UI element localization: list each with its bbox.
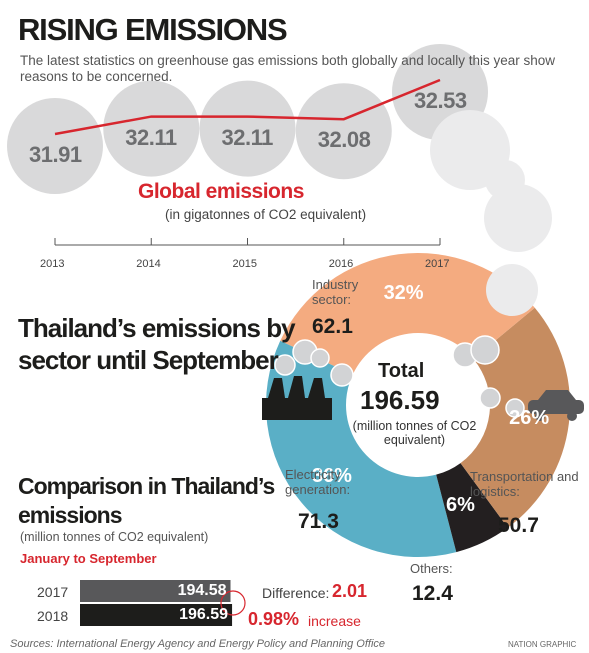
category-label: 2018 (37, 608, 68, 624)
center-total: 196.59 (360, 386, 440, 416)
period: January to September (20, 552, 157, 567)
x-tick-label: 2013 (40, 258, 64, 271)
amount-label: 12.4 (412, 582, 453, 606)
value-label: 32.11 (222, 125, 273, 150)
value-label: 32.08 (318, 127, 371, 152)
amount-label: 62.1 (312, 315, 353, 339)
chart-title: Thailand’s emissions by sector until Sep… (18, 312, 308, 376)
title: RISING EMISSIONS (18, 12, 286, 48)
chart-title: Comparison in Thailand’s emissions (18, 472, 278, 530)
chart-title: Global emissions (138, 180, 304, 204)
category-label: Industry sector: (312, 278, 382, 308)
infographic: RISING EMISSIONS The latest statistics on… (0, 0, 589, 653)
change-text: increase (308, 613, 361, 629)
credit: NATION GRAPHIC (508, 640, 576, 649)
category-label: Transportation and logistics: (470, 470, 589, 500)
value-label: 32.53 (414, 88, 467, 113)
value-label: 31.91 (29, 142, 82, 167)
category-label: Others: (410, 562, 480, 577)
cloud (486, 264, 538, 316)
chart-subtitle: (in gigatonnes of CO2 equivalent) (165, 207, 366, 223)
subtitle: The latest statistics on greenhouse gas … (20, 53, 580, 85)
value-label: 196.59 (172, 606, 228, 624)
x-tick-label: 2015 (233, 258, 257, 271)
amount-label: 50.7 (498, 514, 539, 538)
difference-label: Difference: (262, 585, 329, 601)
chart-subtitle: (million tonnes of CO2 equivalent) (20, 530, 208, 544)
x-tick-label: 2016 (329, 258, 353, 271)
center-unit: (million tonnes of CO2 equivalent) (352, 419, 477, 448)
slice-label: 26% (509, 407, 549, 430)
value-label: 32.11 (125, 125, 176, 150)
difference-value: 2.01 (332, 581, 367, 602)
x-tick-label: 2017 (425, 258, 449, 271)
sources: Sources: International Energy Agency and… (10, 638, 385, 651)
cloud (484, 184, 552, 252)
slice-label: 32% (384, 282, 424, 305)
change-value: 0.98% (248, 609, 299, 630)
center-title: Total (378, 360, 424, 383)
amount-label: 71.3 (298, 510, 339, 534)
cloud (430, 110, 510, 190)
x-tick-label: 2014 (136, 258, 160, 271)
category-label: 2017 (37, 584, 68, 600)
category-label: Electricity generation: (285, 468, 385, 498)
value-label: 194.58 (171, 582, 227, 600)
